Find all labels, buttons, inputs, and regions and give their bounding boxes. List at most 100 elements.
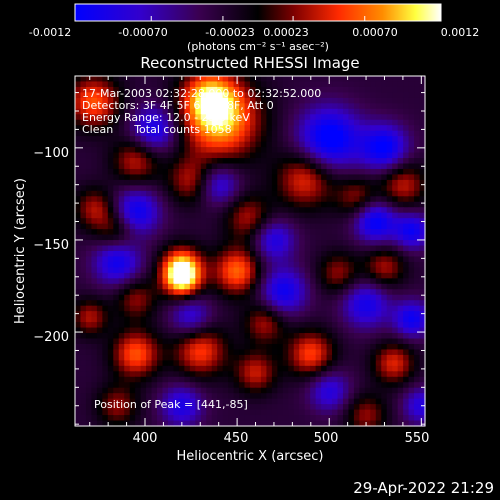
heatmap-cell <box>200 420 207 427</box>
heatmap-cell <box>85 76 93 83</box>
heatmap-cell <box>195 201 202 208</box>
heatmap-cell <box>288 376 295 383</box>
heatmap-cell <box>189 97 196 104</box>
y-tick-label: −200 <box>33 330 69 345</box>
heatmap-cell <box>381 81 388 88</box>
heatmap-cell <box>233 163 240 170</box>
heatmap-cell <box>195 278 202 285</box>
heatmap-cell <box>233 223 240 230</box>
heatmap-cell <box>370 354 377 361</box>
heatmap-cell <box>397 398 404 405</box>
heatmap-cell <box>135 136 142 143</box>
heatmap-cell <box>162 316 169 323</box>
heatmap-cell <box>228 338 235 345</box>
heatmap-cell <box>91 289 98 296</box>
heatmap-cell <box>304 174 311 181</box>
heatmap-cell <box>375 108 382 115</box>
heatmap-cell <box>381 267 388 274</box>
heatmap-cell <box>129 218 136 225</box>
heatmap-cell <box>353 272 360 279</box>
heatmap-cell <box>178 86 185 94</box>
heatmap-cell <box>75 229 82 236</box>
heatmap-cell <box>255 119 262 126</box>
heatmap-cell <box>255 179 262 186</box>
heatmap-cell <box>392 420 399 427</box>
heatmap-cell <box>392 415 399 422</box>
heatmap-cell <box>211 278 218 285</box>
heatmap-cell <box>157 245 164 252</box>
heatmap-cell <box>386 190 393 197</box>
heatmap-cell <box>326 267 333 274</box>
heatmap-cell <box>85 185 93 192</box>
heatmap-cell <box>162 360 169 367</box>
heatmap-cell <box>173 147 180 154</box>
heatmap-cell <box>321 420 328 427</box>
heatmap-cell <box>348 322 355 329</box>
heatmap-cell <box>392 152 399 159</box>
heatmap-cell <box>140 240 147 247</box>
heatmap-cell <box>151 97 158 104</box>
heatmap-cell <box>75 382 82 389</box>
heatmap-cell <box>135 108 142 115</box>
heatmap-cell <box>381 86 388 94</box>
heatmap-cell <box>75 245 82 252</box>
heatmap-cell <box>271 130 278 137</box>
heatmap-cell <box>75 185 82 192</box>
heatmap-cell <box>85 125 93 132</box>
heatmap-cell <box>321 343 328 351</box>
heatmap-cell <box>107 179 114 186</box>
heatmap-cell <box>118 212 125 219</box>
heatmap-cell <box>129 289 136 296</box>
heatmap-cell <box>353 119 360 126</box>
heatmap-cell <box>124 103 131 110</box>
heatmap-cell <box>293 376 300 383</box>
heatmap-cell <box>282 125 289 132</box>
heatmap-cell <box>310 267 317 274</box>
heatmap-cell <box>189 256 196 263</box>
heatmap-cell <box>359 376 366 383</box>
heatmap-cell <box>228 147 235 154</box>
heatmap-cell <box>375 327 382 334</box>
heatmap-cell <box>135 125 142 132</box>
heatmap-cell <box>304 354 311 361</box>
heatmap-cell <box>386 278 393 285</box>
heatmap-cell <box>118 338 125 345</box>
heatmap-cell <box>271 322 278 329</box>
heatmap-cell <box>370 382 377 389</box>
heatmap-cell <box>124 240 131 247</box>
heatmap-cell <box>151 245 158 252</box>
heatmap-cell <box>85 168 93 176</box>
heatmap-cell <box>222 125 229 132</box>
heatmap-cell <box>310 223 317 230</box>
heatmap-cell <box>370 212 377 219</box>
heatmap-cell <box>75 393 82 400</box>
heatmap-cell <box>348 229 355 236</box>
heatmap-cell <box>250 387 257 394</box>
heatmap-cell <box>85 229 93 236</box>
heatmap-cell <box>414 420 421 427</box>
heatmap-cell <box>228 103 235 110</box>
heatmap-cell <box>189 371 196 378</box>
heatmap-cell <box>408 289 415 296</box>
heatmap-cell <box>124 119 131 126</box>
heatmap-cell <box>304 343 311 351</box>
heatmap-cell <box>184 415 191 422</box>
heatmap-cell <box>135 371 142 378</box>
heatmap-cell <box>277 92 284 99</box>
heatmap-cell <box>293 218 300 225</box>
heatmap-cell <box>260 190 268 197</box>
heatmap-cell <box>403 256 410 263</box>
heatmap-cell <box>195 283 202 290</box>
heatmap-cell <box>91 349 98 356</box>
heatmap-cell <box>189 174 196 181</box>
heatmap-cell <box>326 163 333 170</box>
heatmap-cell <box>315 311 322 318</box>
heatmap-cell <box>107 92 114 99</box>
heatmap-cell <box>381 398 388 405</box>
heatmap-cell <box>282 136 289 143</box>
heatmap-cell <box>124 229 131 236</box>
heatmap-cell <box>113 382 120 389</box>
heatmap-cell <box>217 343 224 351</box>
heatmap-cell <box>184 179 191 186</box>
heatmap-cell <box>250 234 257 241</box>
